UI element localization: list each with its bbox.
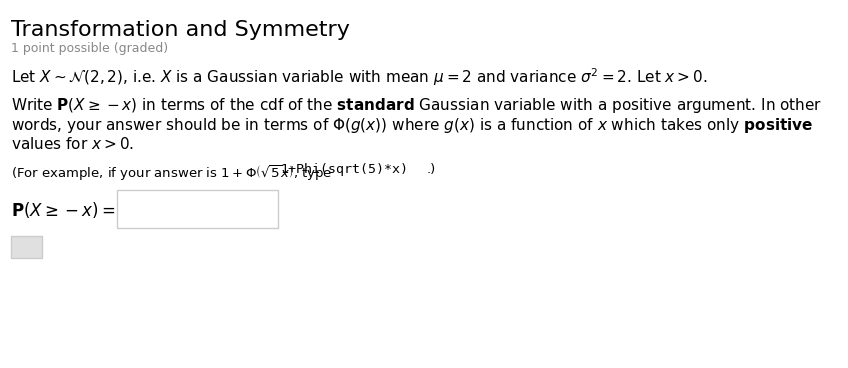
Text: .): .) xyxy=(427,163,436,176)
Text: 1+Phi(sqrt(5)*x): 1+Phi(sqrt(5)*x) xyxy=(281,163,409,176)
Text: Transformation and Symmetry: Transformation and Symmetry xyxy=(11,20,350,40)
FancyBboxPatch shape xyxy=(11,236,42,258)
Text: (For example, if your answer is $1 + \Phi\left(\sqrt{5}x\right)$, type: (For example, if your answer is $1 + \Ph… xyxy=(11,163,333,182)
Text: 1 point possible (graded): 1 point possible (graded) xyxy=(11,42,169,55)
Text: Write $\mathbf{P}\left(X \geq -x\right)$ in terms of the cdf of the $\mathbf{sta: Write $\mathbf{P}\left(X \geq -x\right)$… xyxy=(11,96,823,115)
Text: words, your answer should be in terms of $\Phi\left(g\left(x\right)\right)$ wher: words, your answer should be in terms of… xyxy=(11,116,814,135)
Text: $\mathbf{P}\left(X \geq -x\right) = $: $\mathbf{P}\left(X \geq -x\right) = $ xyxy=(11,200,116,220)
FancyBboxPatch shape xyxy=(117,190,278,228)
Text: Let $X \sim \mathcal{N}(2,2)$, i.e. $X$ is a Gaussian variable with mean $\mu = : Let $X \sim \mathcal{N}(2,2)$, i.e. $X$ … xyxy=(11,66,708,88)
Text: values for $x > 0$.: values for $x > 0$. xyxy=(11,136,134,152)
